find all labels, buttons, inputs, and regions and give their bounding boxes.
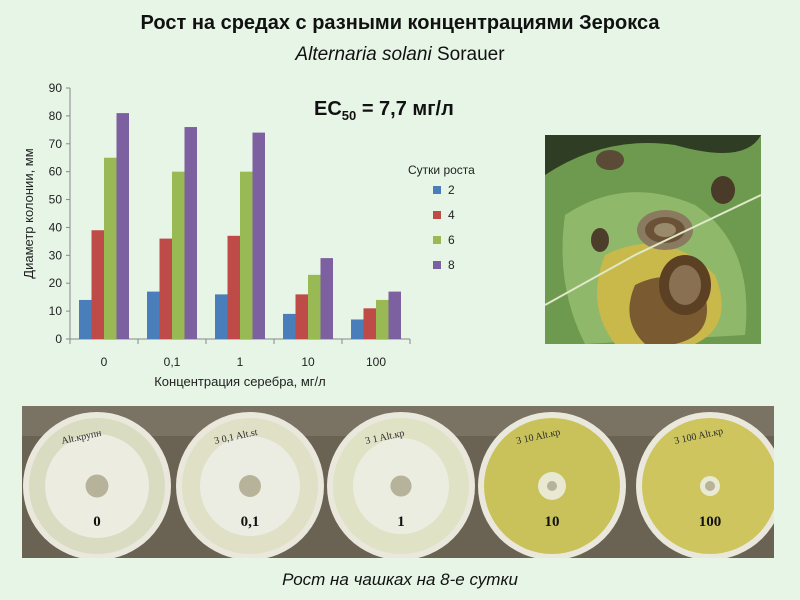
bar — [240, 171, 253, 339]
bar — [252, 132, 265, 339]
plate-label: 0 — [93, 514, 101, 530]
legend-label: 8 — [448, 258, 455, 272]
plate-label: 10 — [545, 514, 560, 530]
slide-subtitle: Alternaria solani Sorauer — [0, 44, 800, 66]
legend-swatch — [433, 186, 441, 194]
colony-center — [85, 474, 109, 498]
ec50-label: EC50 = 7,7 мг/л — [314, 98, 454, 123]
bar — [184, 127, 197, 339]
legend-label: 4 — [448, 208, 455, 222]
bar — [215, 294, 228, 339]
plates-caption: Рост на чашках на 8-е сутки — [282, 570, 518, 589]
leaf-illustration — [545, 135, 761, 344]
y-axis-label: Диаметр колонии, мм — [21, 148, 36, 278]
x-tick-label: 10 — [301, 355, 315, 369]
species-name: Alternaria solani — [295, 44, 432, 65]
y-tick-label: 70 — [49, 137, 63, 151]
bar — [91, 230, 104, 339]
bar — [147, 291, 160, 339]
bar — [308, 274, 321, 339]
y-tick-label: 10 — [49, 304, 63, 318]
legend-swatch — [433, 261, 441, 269]
bar — [363, 308, 376, 339]
y-tick-label: 40 — [49, 220, 63, 234]
bar — [388, 291, 401, 339]
bar — [172, 171, 185, 339]
colony-center — [547, 481, 557, 491]
bar — [283, 313, 296, 339]
y-tick-label: 30 — [49, 248, 63, 262]
bar — [227, 235, 240, 339]
bar — [295, 294, 308, 339]
legend-label: 6 — [448, 233, 455, 247]
x-tick-label: 0,1 — [164, 355, 181, 369]
ec50-prefix: EC — [314, 98, 342, 120]
y-tick-label: 50 — [49, 193, 63, 207]
y-tick-label: 60 — [49, 165, 63, 179]
ec50-subscript: 50 — [341, 108, 357, 123]
x-axis-label: Концентрация серебра, мг/л — [154, 374, 326, 389]
colony-center — [705, 481, 715, 491]
y-tick-label: 90 — [49, 81, 63, 95]
bar — [116, 113, 129, 339]
bar — [376, 299, 389, 339]
legend-title: Сутки роста — [408, 163, 475, 177]
bar — [79, 299, 92, 339]
bar — [104, 157, 117, 339]
y-tick-label: 20 — [49, 276, 63, 290]
slide-title: Рост на средах с разными концентрациями … — [140, 12, 660, 34]
bar — [320, 258, 333, 339]
plate-label: 0,1 — [241, 514, 260, 530]
legend-label: 2 — [448, 183, 455, 197]
legend-swatch — [433, 236, 441, 244]
y-tick-label: 0 — [55, 332, 62, 346]
petri-dishes-photo: Alt.крупн 0 3 0,1 Alt.st 0,1 3 1 Alt.кр 1 3 10… — [22, 406, 774, 558]
y-tick-label: 80 — [49, 109, 63, 123]
legend-swatch — [433, 211, 441, 219]
ec50-value: = 7,7 мг/л — [356, 98, 454, 120]
plate-label: 100 — [699, 514, 722, 530]
bar — [351, 319, 364, 339]
x-tick-label: 100 — [366, 355, 386, 369]
x-tick-label: 1 — [237, 355, 244, 369]
x-tick-label: 0 — [101, 355, 108, 369]
bar-chart: 0 10 20 30 40 50 60 70 80 90 0 0,1 1 10 100 Концентраци… — [21, 81, 475, 389]
colony-center — [239, 475, 261, 497]
tomato-leaf-photo — [545, 135, 761, 344]
plate-label: 1 — [397, 514, 405, 530]
species-author: Sorauer — [436, 44, 505, 65]
bar — [159, 238, 172, 339]
colony-center — [390, 475, 412, 497]
